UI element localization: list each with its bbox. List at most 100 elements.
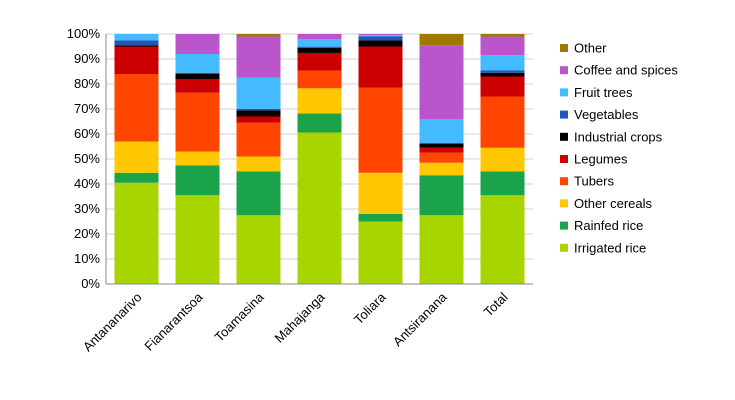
bar-segment xyxy=(358,36,403,41)
bar-segment xyxy=(175,79,220,93)
legend-label: Fruit trees xyxy=(574,85,633,100)
bar-segment xyxy=(480,195,525,284)
legend-swatch xyxy=(560,243,568,252)
bar-segment xyxy=(114,74,159,142)
bar-segment xyxy=(358,35,403,37)
y-tick-label: 100% xyxy=(67,26,101,41)
bar-segment xyxy=(175,54,220,73)
y-tick-label: 40% xyxy=(74,176,100,191)
y-tick-label: 10% xyxy=(74,251,100,266)
bar-segment xyxy=(175,72,220,74)
bar-segment xyxy=(236,109,281,111)
bar-segment xyxy=(297,39,342,47)
legend-label: Other xyxy=(574,41,607,56)
bar-segment xyxy=(297,47,342,53)
legend-label: Coffee and spices xyxy=(574,63,678,78)
bar-segment xyxy=(114,182,159,284)
bar-segment xyxy=(175,74,220,79)
bar-segment xyxy=(236,116,281,123)
x-tick-label: Toliara xyxy=(351,289,389,327)
bar-segment xyxy=(419,175,464,216)
bar-segment xyxy=(480,34,525,37)
y-tick-label: 0% xyxy=(81,276,100,291)
bar-segment xyxy=(358,87,403,173)
bar-segment xyxy=(297,70,342,89)
y-tick-label: 90% xyxy=(74,51,100,66)
legend-label: Legumes xyxy=(574,152,628,167)
bar-segment xyxy=(236,122,281,157)
legend-swatch xyxy=(560,199,568,208)
bar-segment xyxy=(297,34,342,40)
bar-segment xyxy=(175,165,220,196)
bar-segment xyxy=(175,195,220,284)
bar-segment xyxy=(114,40,159,46)
bar-segment xyxy=(358,46,403,88)
bar-segment xyxy=(358,214,403,222)
legend-label: Tubers xyxy=(574,174,614,189)
bar-segment xyxy=(297,88,342,114)
bar-segment xyxy=(175,151,220,166)
bar-segment xyxy=(236,171,281,216)
legend-swatch xyxy=(560,221,568,230)
bar-segment xyxy=(236,156,281,172)
legend-swatch xyxy=(560,110,568,119)
y-tick-label: 50% xyxy=(74,151,100,166)
bar-segment xyxy=(114,34,159,41)
bar-segment xyxy=(114,46,159,74)
bar-segment xyxy=(114,172,159,183)
bar-segment xyxy=(419,144,464,148)
x-tick-label: Toamasina xyxy=(212,289,268,345)
y-tick-label: 80% xyxy=(74,76,100,91)
bar-segment xyxy=(480,171,525,196)
bar-segment xyxy=(480,96,525,148)
bar-segment xyxy=(236,215,281,284)
legend-swatch xyxy=(560,88,568,97)
legend-label: Irrigated rice xyxy=(574,240,646,255)
x-tick-label: Mahajanga xyxy=(272,289,329,346)
y-tick-label: 60% xyxy=(74,126,100,141)
legend-label: Industrial crops xyxy=(574,129,663,144)
bar-segment xyxy=(480,70,525,73)
y-axis: 0% 10% 20% 30% 40% 50% 60% 70% 80% 90% 100% xyxy=(67,26,107,291)
x-tick-label: Fianarantsoa xyxy=(141,289,206,354)
legend-swatch xyxy=(560,66,568,75)
legend-label: Other cereals xyxy=(574,196,653,211)
x-tick-label: Total xyxy=(481,289,511,319)
bar-segment xyxy=(419,215,464,284)
y-tick-label: 30% xyxy=(74,201,100,216)
x-tick-label: Antananarivo xyxy=(80,290,145,355)
bar-segment xyxy=(297,52,342,71)
bar-segment xyxy=(297,113,342,133)
bar-segment xyxy=(419,152,464,163)
bar-segment xyxy=(480,36,525,56)
bar-segment xyxy=(175,34,220,54)
bar-segment xyxy=(419,142,464,144)
x-tick-label: Antsiranana xyxy=(390,289,450,349)
legend-label: Rainfed rice xyxy=(574,218,643,233)
bar-segment xyxy=(419,147,464,153)
legend-swatch xyxy=(560,155,568,163)
bar-segment xyxy=(358,221,403,284)
bar-segment xyxy=(419,34,464,46)
bar-segment xyxy=(236,34,281,37)
bar-segment xyxy=(175,92,220,152)
bar-segment xyxy=(419,162,464,176)
bar-segment xyxy=(419,45,464,119)
bar-segment xyxy=(358,172,403,214)
legend: Other Coffee and spices Fruit trees Vegetab… xyxy=(560,41,678,255)
bar-segment xyxy=(297,132,342,284)
bar-segment xyxy=(480,76,525,97)
bar-segment xyxy=(236,36,281,78)
bar-segment xyxy=(480,55,525,71)
bar-stacks xyxy=(114,34,525,284)
bar-segment xyxy=(358,34,403,36)
legend-swatch xyxy=(560,44,568,52)
bar-segment xyxy=(358,40,403,47)
y-tick-label: 70% xyxy=(74,101,100,116)
legend-swatch xyxy=(560,132,568,141)
bar-segment xyxy=(236,77,281,109)
legend-swatch xyxy=(560,177,568,186)
legend-label: Vegetables xyxy=(574,107,639,122)
